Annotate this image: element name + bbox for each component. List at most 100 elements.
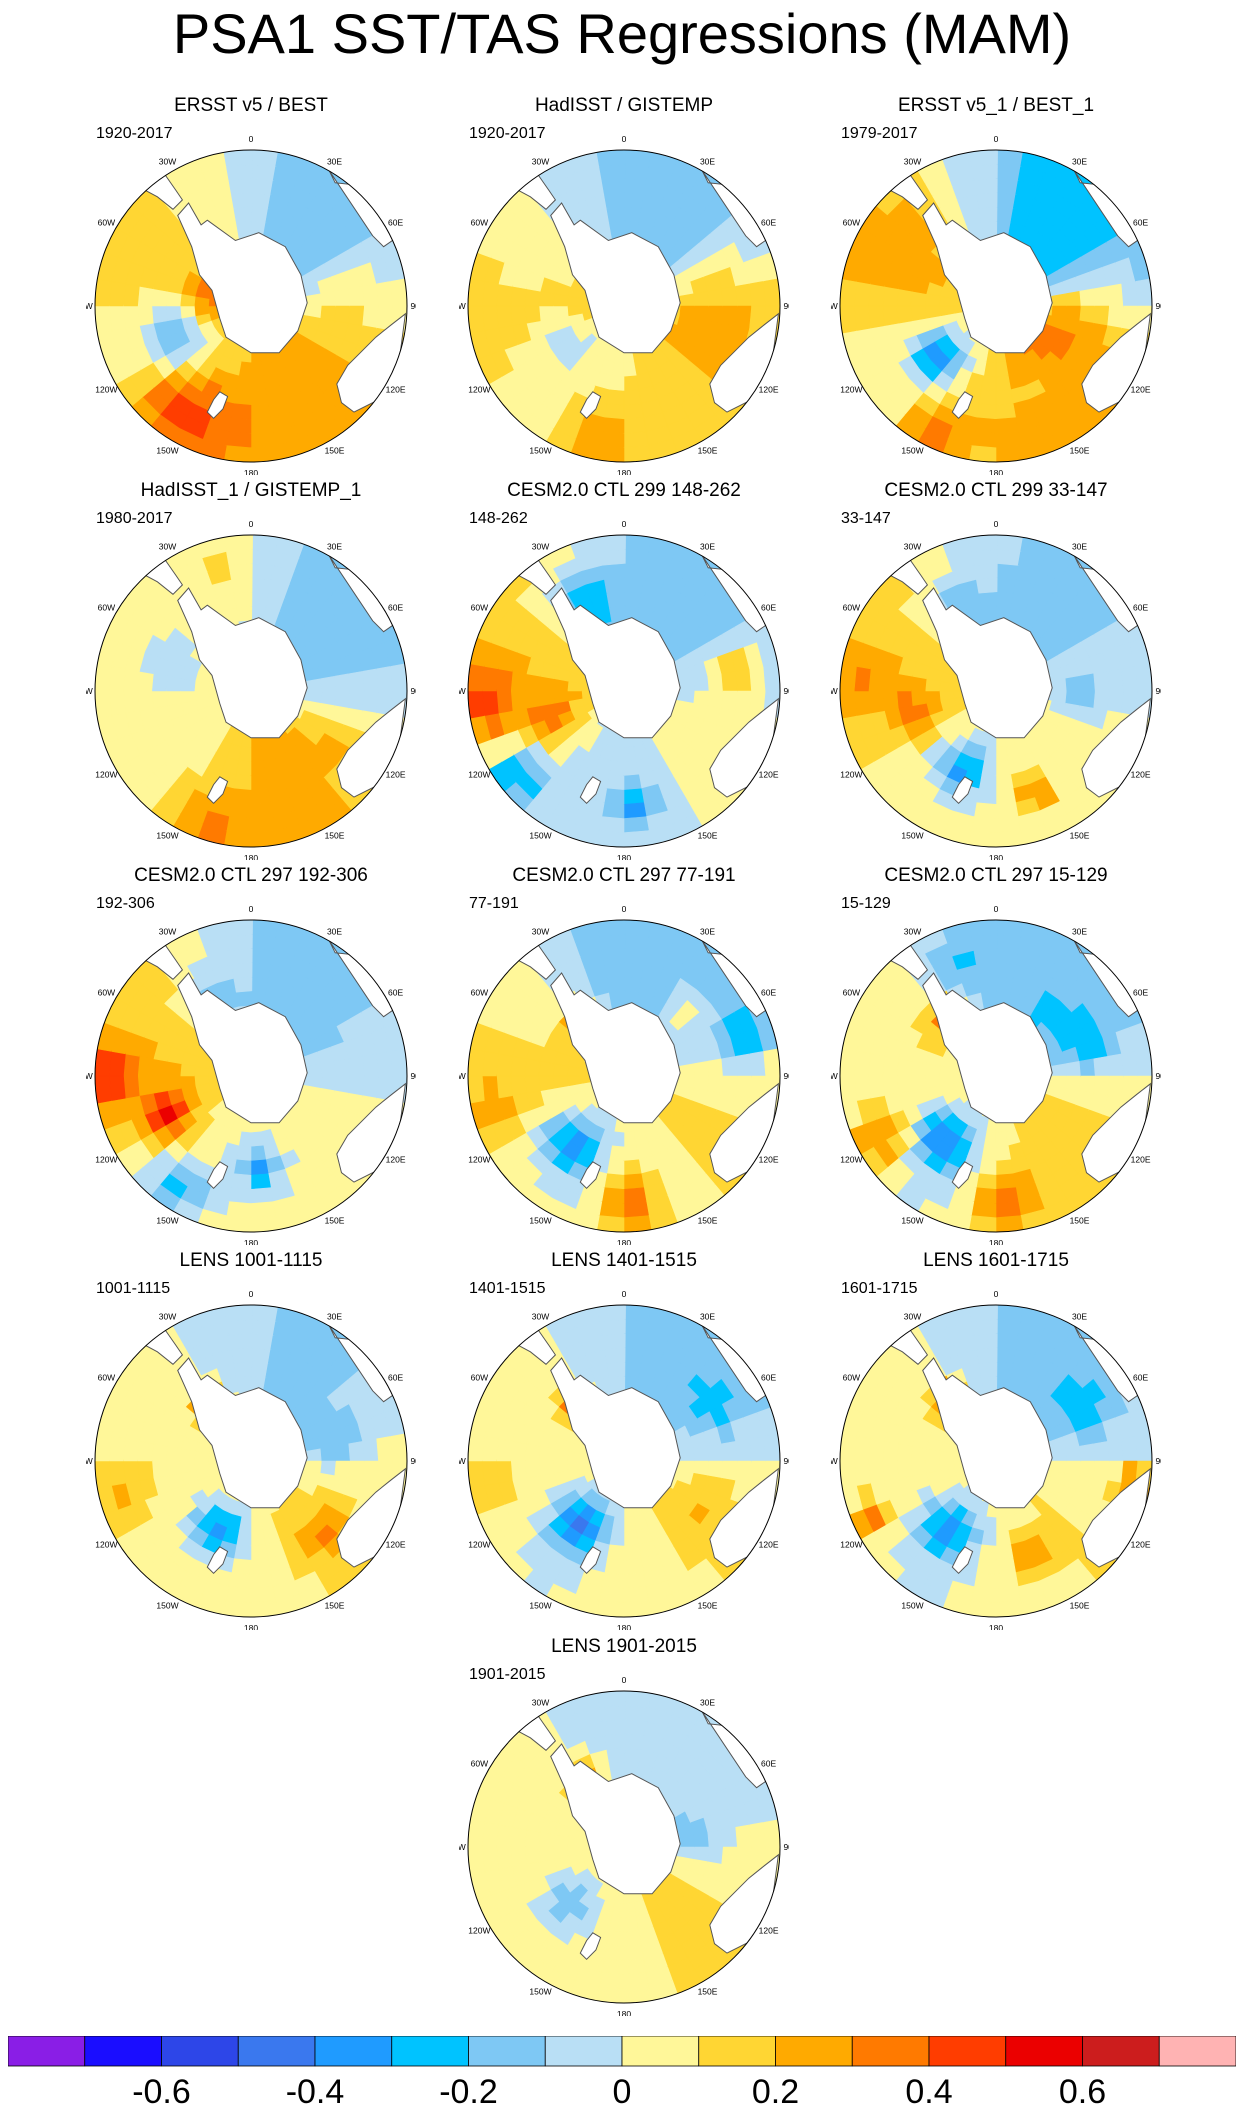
field-cell — [376, 1436, 394, 1463]
field-cell — [868, 304, 885, 329]
field-cell — [994, 1600, 1024, 1617]
main-title: PSA1 SST/TAS Regressions (MAM) — [172, 2, 1072, 65]
field-cell — [348, 670, 365, 693]
field-cell — [971, 1318, 998, 1336]
field-cell — [1079, 288, 1096, 308]
field-cell — [524, 1074, 541, 1094]
field-cell — [622, 1173, 645, 1190]
field-cell — [376, 281, 394, 308]
field-cell — [622, 746, 637, 763]
longitude-label: 120E — [386, 1540, 406, 1550]
longitude-label: 30E — [700, 926, 715, 936]
field-cell — [622, 816, 649, 834]
longitude-label: 60E — [1133, 988, 1148, 998]
antarctica-coastline — [550, 587, 681, 739]
field-cell — [496, 689, 513, 714]
panel-period: 1979-2017 — [841, 125, 918, 142]
field-cell — [1121, 1436, 1139, 1463]
field-cell — [601, 563, 626, 580]
field-cell — [966, 1215, 997, 1232]
field-cell — [623, 150, 654, 167]
field-cell — [707, 1443, 724, 1463]
field-cell — [853, 664, 871, 692]
field-cell — [994, 830, 1024, 847]
field-cell — [179, 1459, 196, 1474]
map-panel: LENS 1401-1515030E60E90E120E150E180150W1… — [459, 1250, 789, 1630]
field-cell — [250, 548, 278, 566]
field-cell — [334, 1443, 351, 1463]
field-cell — [623, 1318, 651, 1336]
field-cell — [693, 675, 710, 693]
new-zealand-coastline — [206, 776, 229, 805]
longitude-label: 60E — [761, 1373, 776, 1383]
field-cell — [249, 431, 276, 449]
field-cell — [95, 689, 112, 719]
longitude-label: 30W — [532, 541, 549, 551]
longitude-label: 90E — [410, 301, 416, 311]
longitude-label: 90W — [86, 1071, 93, 1081]
longitude-label: 60W — [471, 1373, 488, 1383]
longitude-label: 180 — [989, 468, 1003, 475]
longitude-label: 0 — [994, 134, 999, 144]
panel-period: 15-129 — [841, 895, 891, 912]
field-cell — [994, 1159, 1014, 1176]
map-panel: ERSST v5_1 / BEST_1030E60E90E120E150E180… — [831, 95, 1161, 475]
longitude-label: 90W — [86, 301, 93, 311]
longitude-label: 150E — [698, 446, 718, 456]
new-zealand-coastline — [579, 776, 602, 805]
field-cell — [481, 304, 499, 331]
field-cell — [123, 304, 140, 329]
panel-title: CESM2.0 CTL 299 33-147 — [884, 480, 1108, 501]
field-cell — [108, 1049, 126, 1077]
field-cell — [250, 920, 281, 937]
field-cell — [334, 288, 351, 308]
field-cell — [223, 150, 253, 167]
field-cell — [228, 178, 253, 195]
longitude-label: 90W — [831, 301, 838, 311]
field-cell — [597, 816, 625, 834]
field-cell — [510, 304, 527, 327]
field-cell — [978, 976, 998, 993]
longitude-label: 150W — [156, 831, 178, 841]
field-cell — [994, 361, 1009, 378]
longitude-label: 60W — [471, 603, 488, 613]
longitude-label: 120W — [95, 1155, 117, 1165]
field-cell — [924, 1074, 941, 1089]
field-cell — [137, 1074, 154, 1097]
field-cell — [1051, 1063, 1068, 1078]
field-cell — [123, 1459, 140, 1484]
longitude-label: 150W — [529, 831, 551, 841]
field-cell — [249, 1600, 279, 1617]
field-cell — [165, 1074, 182, 1092]
longitude-label: 60W — [98, 218, 115, 228]
field-cell — [622, 1558, 645, 1575]
field-cell — [840, 1046, 857, 1077]
field-cell — [468, 661, 485, 692]
field-cell — [749, 1436, 767, 1463]
field-cell — [1065, 675, 1082, 693]
field-cell — [250, 163, 278, 181]
map-panel: CESM2.0 CTL 299 33-147030E60E90E120E150E… — [831, 480, 1161, 860]
longitude-label: 30E — [700, 156, 715, 166]
field-cell — [994, 802, 1019, 819]
field-cell — [1093, 670, 1110, 693]
field-cell — [994, 417, 1019, 434]
field-cell — [165, 689, 182, 707]
field-cell — [538, 304, 555, 322]
field-cell — [95, 1459, 112, 1489]
field-cell — [679, 293, 696, 308]
field-cell — [622, 375, 640, 392]
field-cell — [108, 304, 126, 331]
field-cell — [249, 1544, 269, 1561]
field-cell — [510, 689, 527, 712]
longitude-label: 150W — [901, 831, 923, 841]
field-cell — [249, 1187, 274, 1204]
field-cell — [749, 666, 767, 693]
field-cell — [249, 1572, 274, 1589]
panel-period: 192-306 — [96, 895, 155, 912]
field-cell — [973, 1333, 998, 1350]
field-cell — [868, 689, 885, 714]
field-cell — [995, 920, 1026, 937]
field-cell — [853, 1049, 871, 1077]
map-panel: CESM2.0 CTL 297 192-306030E60E90E120E150… — [86, 865, 416, 1245]
